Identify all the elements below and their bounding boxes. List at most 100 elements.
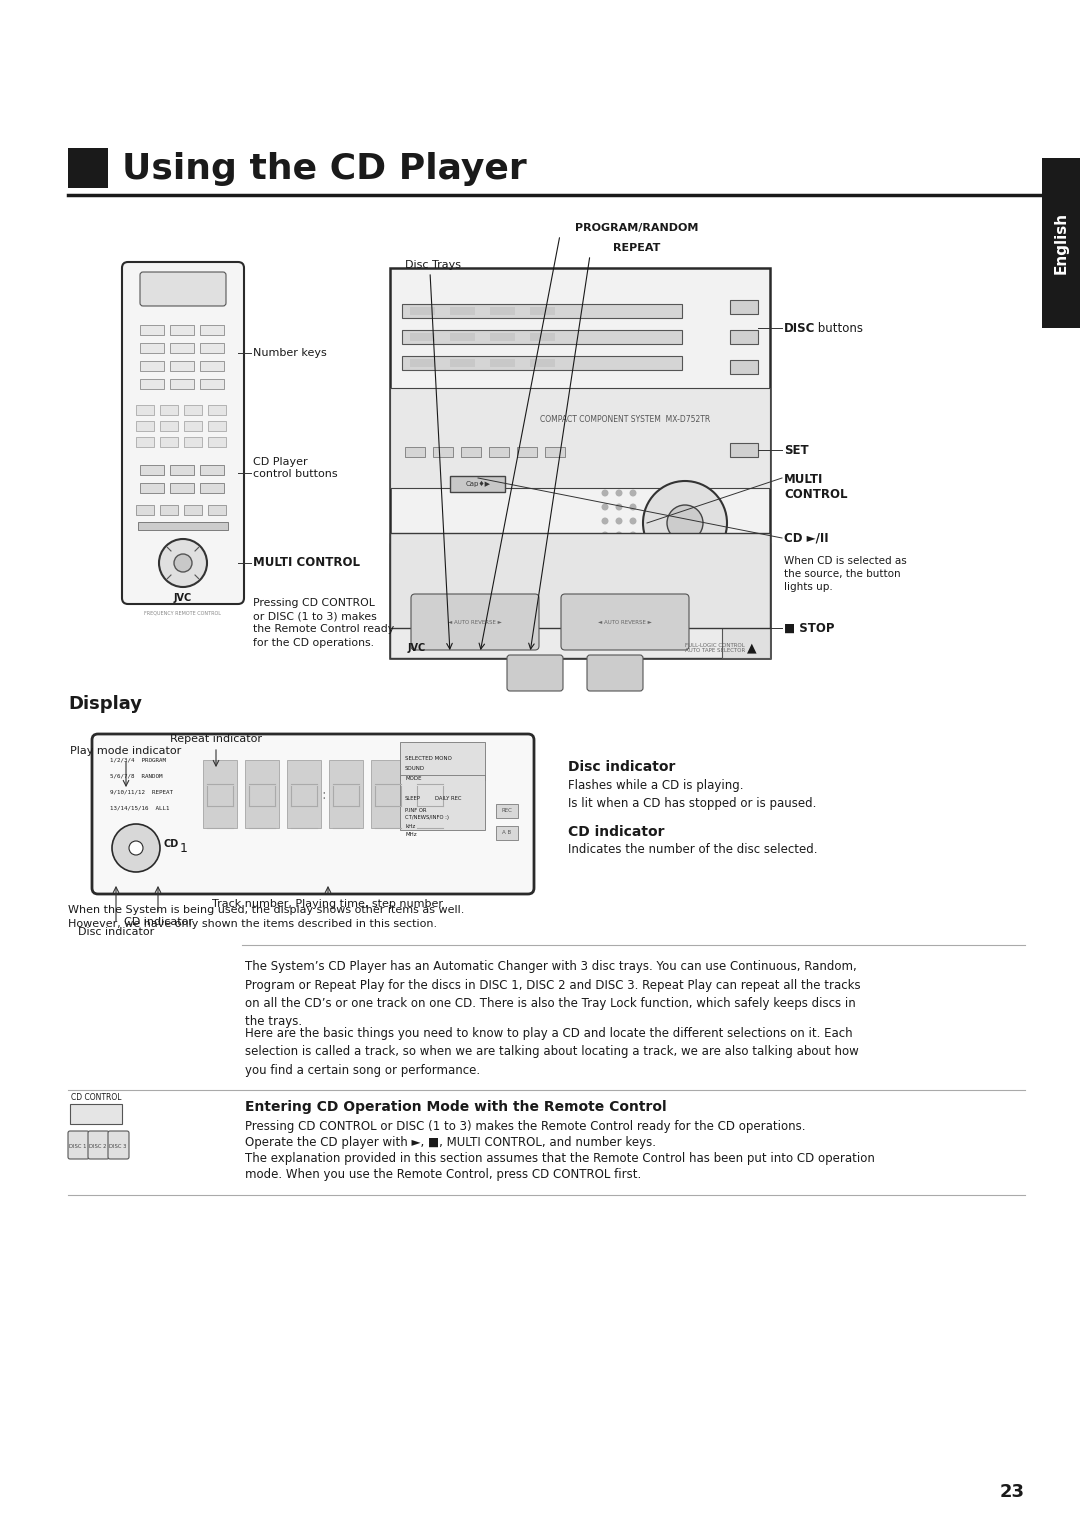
Text: JVC: JVC [174, 593, 192, 602]
Bar [140, 361, 164, 372]
Text: :: : [322, 787, 326, 803]
Text: CD ►/II: CD ►/II [784, 532, 828, 544]
Text: P.INF OR: P.INF OR [405, 807, 427, 812]
Text: 23: 23 [1000, 1483, 1025, 1501]
Bar [170, 465, 194, 476]
Circle shape [174, 553, 192, 572]
Bar [160, 420, 178, 431]
Text: SOUND: SOUND [405, 766, 426, 771]
Bar [136, 505, 154, 515]
Text: Cap♦▶: Cap♦▶ [465, 482, 490, 488]
Bar [140, 483, 164, 492]
Text: CD Player
control buttons: CD Player control buttons [253, 457, 338, 479]
Text: DISC 1: DISC 1 [69, 1145, 86, 1150]
Bar [136, 437, 154, 446]
Bar [730, 300, 758, 313]
Bar [136, 420, 154, 431]
Bar [208, 437, 226, 446]
Bar [496, 804, 518, 818]
Text: When CD is selected as
the source, the button
lights up.: When CD is selected as the source, the b… [784, 557, 907, 592]
Text: buttons: buttons [814, 321, 863, 335]
Text: CD indicator: CD indicator [123, 917, 192, 927]
Text: SET: SET [784, 443, 809, 457]
Bar [160, 405, 178, 414]
Text: DISC: DISC [784, 321, 815, 335]
Bar [410, 333, 435, 341]
Bar [402, 330, 681, 344]
Bar [140, 326, 164, 335]
Bar [200, 361, 224, 372]
Bar [184, 420, 202, 431]
Circle shape [630, 532, 636, 538]
Text: Disc indicator: Disc indicator [568, 760, 675, 774]
Text: MULTI
CONTROL: MULTI CONTROL [784, 472, 848, 502]
Text: DAILY REC: DAILY REC [435, 795, 461, 801]
Bar [200, 483, 224, 492]
Text: REPEAT: REPEAT [613, 243, 661, 252]
Circle shape [602, 532, 608, 538]
Text: Here are the basic things you need to know to play a CD and locate the different: Here are the basic things you need to kn… [245, 1027, 859, 1076]
Bar [68, 148, 108, 188]
Bar [170, 361, 194, 372]
Bar [530, 333, 555, 341]
Bar [461, 446, 481, 457]
Bar [208, 420, 226, 431]
Bar [170, 342, 194, 353]
Text: Entering CD Operation Mode with the Remote Control: Entering CD Operation Mode with the Remo… [245, 1099, 666, 1115]
Text: mode. When you use the Remote Control, press CD CONTROL first.: mode. When you use the Remote Control, p… [245, 1168, 642, 1180]
Text: English: English [1053, 213, 1068, 274]
Bar [490, 307, 515, 315]
Text: Pressing CD CONTROL
or DISC (1 to 3) makes
the Remote Control ready
for the CD o: Pressing CD CONTROL or DISC (1 to 3) mak… [253, 598, 394, 648]
Text: kHz: kHz [405, 824, 415, 829]
Text: Number keys: Number keys [253, 349, 327, 358]
Bar [136, 405, 154, 414]
Bar [410, 307, 435, 315]
Text: Display: Display [68, 696, 141, 713]
Bar [208, 405, 226, 414]
Bar [140, 342, 164, 353]
FancyBboxPatch shape [140, 272, 226, 306]
Text: When the System is being used, the display shows other items as well.
However, w: When the System is being used, the displ… [68, 905, 464, 930]
FancyBboxPatch shape [87, 1131, 109, 1159]
FancyBboxPatch shape [68, 1131, 89, 1159]
Bar [450, 359, 475, 367]
Bar [140, 465, 164, 476]
Bar [730, 359, 758, 375]
Text: Using the CD Player: Using the CD Player [122, 151, 527, 187]
Bar [200, 342, 224, 353]
Text: ■ STOP: ■ STOP [784, 621, 835, 635]
Bar [390, 268, 770, 657]
Text: Pressing CD CONTROL or DISC (1 to 3) makes the Remote Control ready for the CD o: Pressing CD CONTROL or DISC (1 to 3) mak… [245, 1121, 806, 1133]
Circle shape [630, 503, 636, 511]
Bar [287, 760, 321, 829]
Circle shape [602, 517, 608, 524]
Text: SELECTED MONO: SELECTED MONO [405, 755, 451, 760]
Text: SLEEP: SLEEP [405, 795, 421, 801]
Text: PROGRAM/RANDOM: PROGRAM/RANDOM [576, 223, 699, 232]
Circle shape [630, 517, 636, 524]
Text: FREQUENCY REMOTE CONTROL: FREQUENCY REMOTE CONTROL [145, 610, 221, 616]
Bar [517, 446, 537, 457]
Bar [450, 307, 475, 315]
Text: Operate the CD player with ►, ■, MULTI CONTROL, and number keys.: Operate the CD player with ►, ■, MULTI C… [245, 1136, 656, 1148]
Bar [405, 446, 426, 457]
Text: Disc indicator: Disc indicator [78, 927, 154, 937]
Text: CD indicator: CD indicator [568, 826, 664, 839]
Bar [208, 505, 226, 515]
Bar [530, 359, 555, 367]
Circle shape [159, 540, 207, 587]
Bar [140, 379, 164, 388]
Circle shape [667, 505, 703, 541]
Bar [200, 379, 224, 388]
Circle shape [616, 489, 622, 497]
FancyBboxPatch shape [108, 1131, 129, 1159]
Text: 1/2/3/4  PROGRAM: 1/2/3/4 PROGRAM [110, 757, 166, 763]
FancyBboxPatch shape [92, 734, 534, 894]
Text: CD: CD [164, 839, 179, 849]
FancyBboxPatch shape [588, 654, 643, 691]
Text: DISC 2: DISC 2 [90, 1145, 107, 1150]
Text: DISC 3: DISC 3 [109, 1145, 126, 1150]
Text: A B: A B [502, 830, 512, 835]
Text: ▲: ▲ [747, 642, 757, 654]
Bar [496, 826, 518, 839]
